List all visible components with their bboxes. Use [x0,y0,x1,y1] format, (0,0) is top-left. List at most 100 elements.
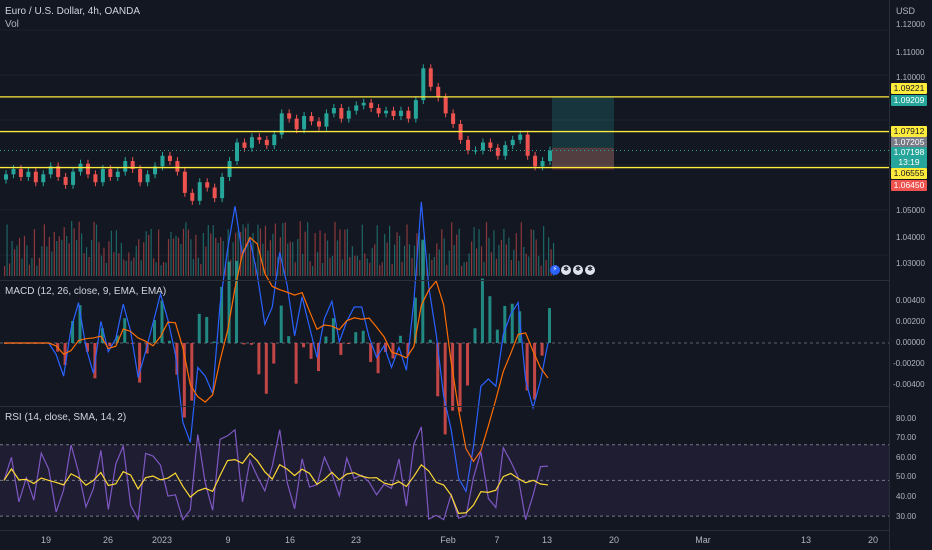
macd-histogram-bar [361,330,365,343]
volume-bar [120,242,122,276]
volume-bar [406,224,408,276]
volume-bar [180,243,182,276]
candle-body [26,171,31,177]
macd-histogram-bar [190,343,194,401]
candle-body [495,147,500,156]
macd-histogram-bar [115,335,119,343]
candle-body [354,105,359,111]
candle-body [503,145,508,156]
volume-bar [249,243,252,276]
macd-histogram-bar [71,321,75,343]
macd-histogram-bar [480,278,484,343]
volume-bar [200,264,202,276]
time-label: 13 [541,535,553,545]
volume-bar [451,222,453,276]
macd-histogram-bar [197,313,201,343]
time-label: 19 [40,535,52,545]
candle-body [548,150,552,162]
volume-bar [16,245,18,276]
volume-bar [456,234,458,276]
us-flag-icon[interactable]: ✱ [585,265,595,275]
volume-bar [160,265,162,276]
volume-bar [175,235,177,276]
volume-bar [133,257,135,276]
macd-legend[interactable]: MACD (12, 26, close, 9, EMA, EMA) [5,286,167,297]
volume-bar [518,260,520,276]
macd-histogram-bar [212,341,216,343]
volume-bar [528,256,530,276]
candle-body [220,176,225,199]
volume-bar [272,233,274,276]
macd-histogram-bar [466,343,470,386]
us-flag-icon[interactable]: ✱ [561,265,571,275]
time-label: 2023 [151,535,173,545]
volume-bar [321,263,324,276]
volume-bar [473,227,475,276]
rsi-line [3,426,549,522]
macd-histogram-bar [533,343,537,400]
macd-histogram-bar [518,311,522,343]
rsi-tick: 50.00 [896,472,917,481]
macd-histogram-bar [108,343,112,347]
time-label: 20 [608,535,620,545]
target-badge: 1.09209 [891,95,927,106]
volume-bar [535,239,537,276]
volume-bar [195,234,197,276]
macd-histogram-bar [488,296,492,343]
volume-bar [257,224,259,276]
lightning-icon[interactable]: ⚡ [550,265,560,275]
candle-body [436,86,441,98]
us-flag-icon[interactable]: ✱ [573,265,583,275]
candle-body [473,150,478,152]
symbol-legend[interactable]: Euro / U.S. Dollar, 4h, OANDA [5,6,141,17]
candle-body [361,102,366,106]
candle-body [63,176,68,185]
rsi-tick: 30.00 [896,512,917,521]
rsi-legend[interactable]: RSI (14, close, SMA, 14, 2) [5,412,127,423]
candle-body [391,110,396,116]
macd-histogram-bar [540,343,544,356]
candle-body [302,116,307,130]
volume-bar [441,229,443,276]
volume-bar [550,249,552,276]
candle-body [48,166,53,175]
volume-bar [389,225,391,276]
volume-bar [83,253,85,276]
volume-bar [244,227,247,276]
volume-bar [274,223,276,276]
volume-bar [356,255,358,276]
candle-body [324,113,329,127]
macd-histogram-bar [391,343,395,359]
volume-bar [466,261,468,276]
volume-bar [105,263,108,276]
volume-bar [299,221,301,276]
volume-bar [369,262,371,276]
pane-divider-rsi[interactable] [0,406,889,407]
macd-tick: 0.00000 [896,338,925,347]
volume-bar [135,245,137,276]
volume-bar [90,240,93,276]
volume-bar [212,225,214,276]
volume-bar [78,221,80,276]
volume-bar [158,229,160,276]
time-label: 13 [800,535,812,545]
volume-bar [495,258,498,276]
candle-body [33,171,38,183]
pane-divider-macd[interactable] [0,280,889,281]
volume-bar [538,255,540,276]
macd-histogram-bar [309,343,313,359]
volume-bar [31,257,33,276]
volume-bar [237,230,239,276]
volume-bar [366,258,368,276]
volume-bar [513,249,515,276]
volume-legend[interactable]: Vol [5,19,19,30]
candle-body [376,108,381,114]
volume-bar [138,239,140,276]
volume-bar [316,252,319,276]
rsi-tick: 60.00 [896,453,917,462]
macd-histogram-bar [473,328,477,343]
stop-badge: 1.06450 [891,180,927,191]
volume-bar [478,229,480,276]
